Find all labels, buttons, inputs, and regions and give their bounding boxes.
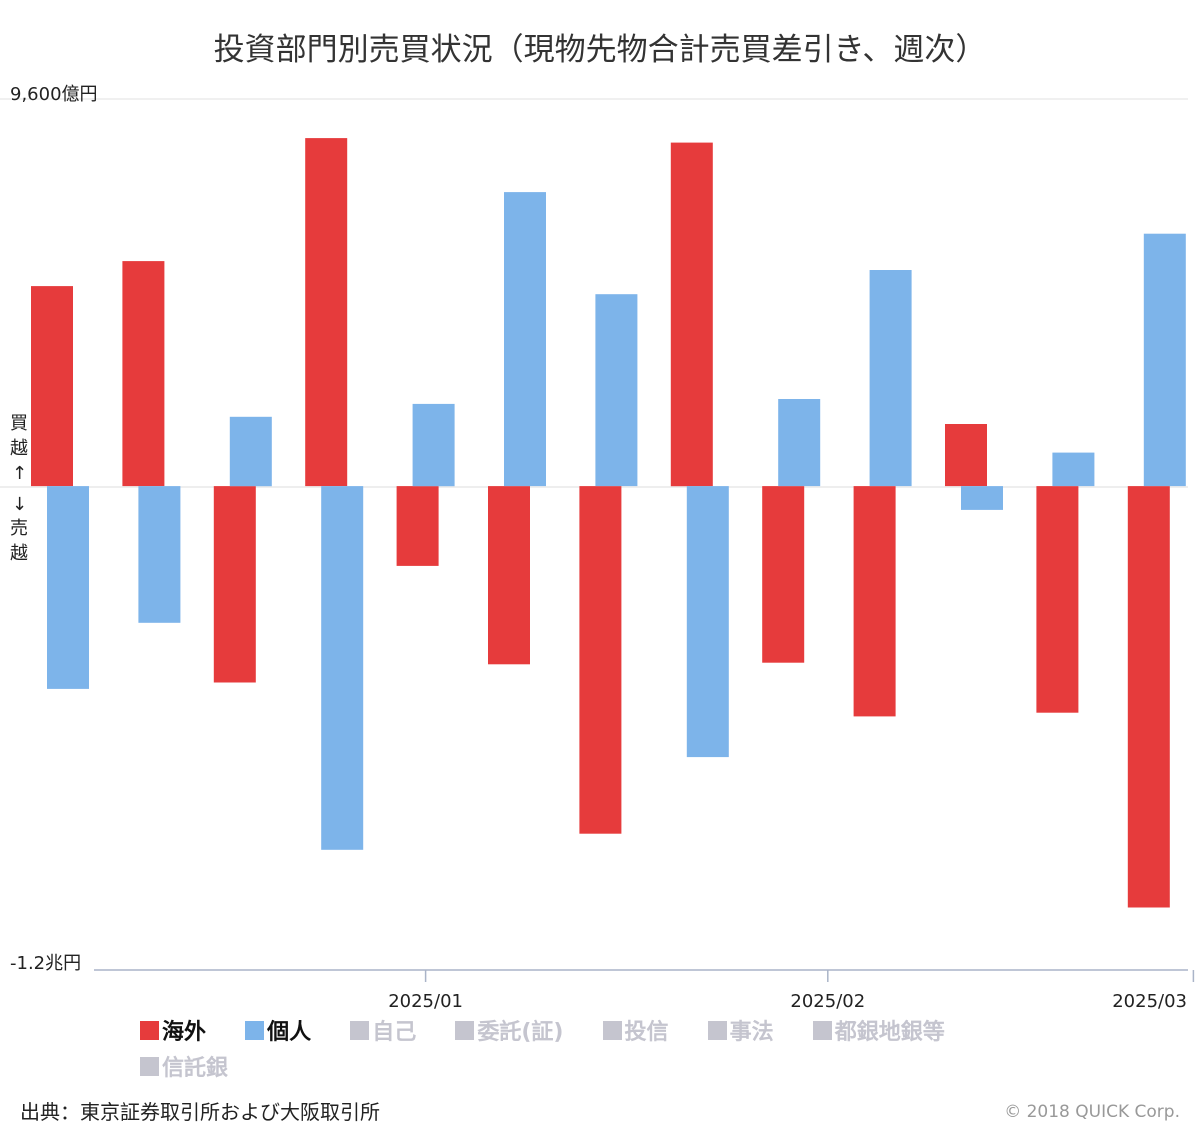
- legend-swatch-icon: [602, 1020, 622, 1040]
- legend-swatch-icon: [245, 1020, 265, 1040]
- source-note: 出典：東京証券取引所および大阪取引所: [20, 1100, 380, 1124]
- bar-overseas[interactable]: [762, 486, 805, 663]
- sell-side-char: 売: [10, 518, 28, 539]
- legend-label: 自己: [372, 1020, 417, 1045]
- y-axis-bottom-label: -1.2兆円: [10, 953, 81, 974]
- legend-item-brokerage-consignment[interactable]: 委託(証): [455, 1012, 563, 1048]
- legend-item-trust-banks[interactable]: 信託銀: [140, 1048, 228, 1084]
- legend-swatch-icon: [140, 1056, 159, 1076]
- bar-overseas[interactable]: [1127, 486, 1170, 908]
- legend-label: 投信: [624, 1020, 669, 1045]
- bar-individual[interactable]: [869, 270, 912, 487]
- buy-side-char: 買: [10, 413, 28, 434]
- chart-title: 投資部門別売買状況（現物先物合計売買差引き、週次）: [213, 32, 987, 68]
- legend-label: 都銀地銀等: [834, 1020, 945, 1045]
- legend-swatch-icon: [455, 1020, 475, 1040]
- bar-individual[interactable]: [504, 192, 546, 487]
- sell-side-label: ↓ 売 越: [10, 494, 28, 564]
- down-arrow-icon: ↓: [12, 494, 27, 515]
- legend-label: 事法: [729, 1020, 774, 1045]
- chart-canvas: 2025/01 2025/02 2025/03 9,600億円 -1.2兆円 買 越…: [0, 84, 1195, 1010]
- bar-individual[interactable]: [961, 486, 1003, 510]
- bar-individual[interactable]: [595, 294, 638, 487]
- bar-overseas[interactable]: [31, 286, 73, 487]
- bar-overseas[interactable]: [670, 142, 713, 487]
- legend-label: 信託銀: [162, 1056, 229, 1081]
- bar-individual[interactable]: [412, 403, 455, 487]
- bar-individual[interactable]: [686, 486, 729, 758]
- legend-item-individual[interactable]: 個人: [245, 1012, 311, 1048]
- legend-item-business-corporations[interactable]: 事法: [707, 1012, 774, 1048]
- bar-individual[interactable]: [321, 486, 364, 850]
- legend-swatch-icon: [812, 1020, 832, 1040]
- bar-overseas[interactable]: [122, 261, 165, 487]
- bar-individual[interactable]: [47, 486, 89, 689]
- x-axis-ticks: 2025/01 2025/02 2025/03: [388, 970, 1195, 1010]
- x-tick-label: 2025/01: [388, 991, 463, 1010]
- legend-item-investment-trusts[interactable]: 投信: [602, 1012, 669, 1048]
- y-axis-top-label: 9,600億円: [10, 84, 98, 105]
- legend-item-overseas[interactable]: 海外: [140, 1012, 206, 1048]
- legend-swatch-icon: [350, 1020, 370, 1040]
- bar-individual[interactable]: [778, 399, 821, 487]
- bar-individual[interactable]: [229, 416, 272, 487]
- bar-individual[interactable]: [1143, 233, 1186, 487]
- bar-overseas[interactable]: [396, 486, 439, 566]
- legend: 海外 個人 自己 委託(証) 投信 事法 都銀地銀等 信託銀: [140, 1012, 1100, 1084]
- bar-overseas[interactable]: [488, 486, 530, 665]
- bar-overseas[interactable]: [853, 486, 896, 717]
- x-tick-label: 2025/02: [790, 991, 865, 1010]
- legend-item-proprietary[interactable]: 自己: [350, 1012, 416, 1048]
- bar-overseas[interactable]: [305, 138, 348, 487]
- bar-individual[interactable]: [1052, 452, 1095, 487]
- legend-label: 委託(証): [477, 1020, 564, 1045]
- up-arrow-icon: ↑: [12, 463, 27, 484]
- sell-side-char: 越: [10, 543, 28, 564]
- legend-swatch-icon: [707, 1020, 727, 1040]
- legend-swatch-icon: [140, 1020, 159, 1040]
- copyright: © 2018 QUICK Corp.: [1004, 1102, 1180, 1122]
- bar-overseas[interactable]: [213, 486, 256, 683]
- bar-overseas[interactable]: [1036, 486, 1079, 713]
- legend-item-city-regional-banks[interactable]: 都銀地銀等: [812, 1012, 945, 1048]
- bar-overseas[interactable]: [579, 486, 622, 834]
- x-tick-label: 2025/03: [1112, 991, 1187, 1010]
- bar-individual[interactable]: [138, 486, 181, 623]
- bars: [31, 138, 1186, 908]
- buy-side-label: 買 越 ↑: [10, 413, 28, 484]
- bar-overseas[interactable]: [945, 424, 987, 487]
- legend-label: 個人: [267, 1020, 312, 1045]
- buy-side-char: 越: [10, 438, 28, 459]
- legend-label: 海外: [162, 1020, 207, 1045]
